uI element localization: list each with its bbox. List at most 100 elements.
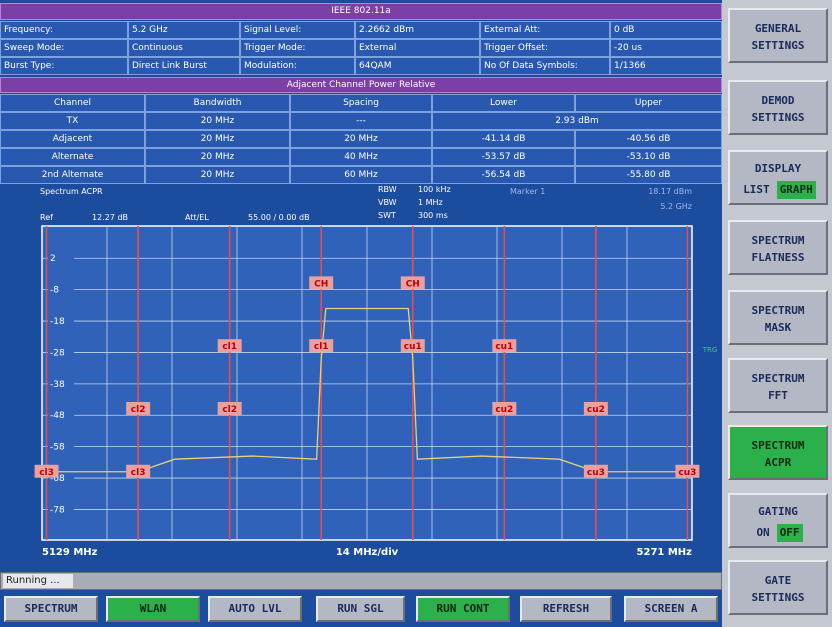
softkey-option[interactable]: ON xyxy=(756,526,770,539)
hardkey-button[interactable]: WLAN xyxy=(106,596,200,622)
y-tick-bg xyxy=(48,315,74,328)
acp-cell: -53.10 dB xyxy=(575,148,722,166)
channel-label: cu2 xyxy=(587,405,605,415)
softkey-panel: GENERAL SETTINGS DEMOD SETTINGS DISPLAY LIST G… xyxy=(722,0,832,627)
channel-label: cu1 xyxy=(404,342,422,352)
info-value: 5.2 GHz xyxy=(128,21,240,39)
channel-label: cl3 xyxy=(39,468,54,478)
channel-label-bg xyxy=(126,464,151,478)
info-label: Burst Type: xyxy=(0,57,128,75)
acp-cell: 2nd Alternate xyxy=(0,166,145,184)
softkey[interactable]: SPECTRUM FFT xyxy=(728,358,828,413)
softkey-label: FLATNESS xyxy=(751,251,805,264)
hardkey-button[interactable]: REFRESH xyxy=(520,596,612,622)
x-start-label: 5129 MHz xyxy=(42,547,98,558)
acp-column-header: Lower xyxy=(432,94,575,112)
channel-label: cl3 xyxy=(131,468,146,478)
softkey-option[interactable]: GRAPH xyxy=(776,181,816,199)
y-tick-bg xyxy=(48,503,74,516)
info-label: Frequency: xyxy=(0,21,128,39)
softkey[interactable]: GATE SETTINGS xyxy=(728,560,828,615)
acp-cell: 40 MHz xyxy=(290,148,432,166)
softkey[interactable]: SPECTRUM FLATNESS xyxy=(728,220,828,275)
hardkey-button[interactable]: AUTO LVL xyxy=(208,596,302,622)
setting-name: VBW xyxy=(378,198,397,207)
info-value: 1/1366 xyxy=(610,57,722,75)
info-value: Direct Link Burst xyxy=(128,57,240,75)
acp-cell: --- xyxy=(290,112,432,130)
y-tick-bg xyxy=(48,440,74,453)
softkey-label: SETTINGS xyxy=(751,591,805,604)
hardkey-button[interactable]: SCREEN A xyxy=(624,596,718,622)
hardkey-button[interactable]: RUN SGL xyxy=(316,596,405,622)
softkey-label: SETTINGS xyxy=(751,39,805,52)
softkey[interactable]: GATING ON OFF xyxy=(728,493,828,548)
softkey[interactable]: SPECTRUM MASK xyxy=(728,290,828,345)
y-tick-bg xyxy=(48,409,74,422)
softkey-options: LIST GRAPH xyxy=(730,181,826,201)
softkey-label: SETTINGS xyxy=(751,111,805,124)
channel-label-bg xyxy=(400,276,425,290)
y-tick-label: -68 xyxy=(50,474,65,484)
info-value: 64QAM xyxy=(355,57,480,75)
x-division-label: 14 MHz/div xyxy=(336,547,399,558)
softkey-options: ON OFF xyxy=(730,524,826,544)
softkey-label: GATE xyxy=(764,574,792,587)
softkey-label: SPECTRUM xyxy=(751,439,805,452)
y-tick-label: -8 xyxy=(50,286,59,296)
channel-label-bg xyxy=(492,401,517,415)
y-tick-label: -58 xyxy=(50,443,65,453)
y-tick-label: -28 xyxy=(50,348,65,358)
hardkey-button[interactable]: SPECTRUM xyxy=(4,596,98,622)
channel-label-bg xyxy=(583,464,608,478)
acp-column-header: Bandwidth xyxy=(145,94,290,112)
channel-label-bg xyxy=(309,339,334,353)
softkey-option[interactable]: LIST xyxy=(743,183,770,196)
acp-cell: 60 MHz xyxy=(290,166,432,184)
acp-cell: 20 MHz xyxy=(145,130,290,148)
softkey[interactable]: DISPLAY LIST GRAPH xyxy=(728,150,828,205)
spectrum-title: Spectrum ACPR xyxy=(40,187,103,196)
info-label: Sweep Mode: xyxy=(0,39,128,57)
status-bar: Running ... xyxy=(0,572,722,590)
att-value: 55.00 / 0.00 dB xyxy=(248,213,310,222)
info-label: Modulation: xyxy=(240,57,355,75)
acp-title: Adjacent Channel Power Relative xyxy=(0,77,722,93)
channel-label-bg xyxy=(126,401,151,415)
setting-value: 100 kHz xyxy=(418,185,451,194)
acp-cell: 20 MHz xyxy=(145,148,290,166)
channel-label-bg xyxy=(34,464,59,478)
acp-cell: Alternate xyxy=(0,148,145,166)
spectrum-panel: Spectrum ACPR RBW 100 kHz VBW 1 MHz SWT 300 ms… xyxy=(34,185,717,558)
spectrum-trace xyxy=(42,307,692,473)
channel-label: cu3 xyxy=(587,468,605,478)
softkey-option[interactable]: OFF xyxy=(776,524,803,542)
ref-value: 12.27 dB xyxy=(92,213,128,222)
acp-cell: -53.57 dB xyxy=(432,148,575,166)
acp-cell: TX xyxy=(0,112,145,130)
channel-label: cu2 xyxy=(495,405,513,415)
y-tick-bg xyxy=(48,377,74,390)
softkey[interactable]: GENERAL SETTINGS xyxy=(728,8,828,63)
hardkey-button[interactable]: RUN CONT xyxy=(416,596,510,622)
info-value: -20 us xyxy=(610,39,722,57)
softkey[interactable]: SPECTRUM ACPR xyxy=(728,425,828,480)
softkey-label: MASK xyxy=(764,321,792,334)
softkey[interactable]: DEMOD SETTINGS xyxy=(728,80,828,135)
y-tick-bg xyxy=(48,252,74,265)
channel-label-bg xyxy=(217,339,242,353)
channel-label: CH xyxy=(314,279,328,289)
acp-column-header: Channel xyxy=(0,94,145,112)
info-label: Trigger Mode: xyxy=(240,39,355,57)
setting-value: 1 MHz xyxy=(418,198,443,207)
softkey-label: GATING xyxy=(758,505,798,518)
acp-cell: -55.80 dB xyxy=(575,166,722,184)
acp-column-header: Upper xyxy=(575,94,722,112)
softkey-label: SPECTRUM xyxy=(751,234,805,247)
softkey-label: SPECTRUM xyxy=(751,304,805,317)
channel-label: CH xyxy=(406,279,420,289)
acp-cell: 20 MHz xyxy=(290,130,432,148)
setting-name: SWT xyxy=(378,211,396,220)
info-value: External xyxy=(355,39,480,57)
